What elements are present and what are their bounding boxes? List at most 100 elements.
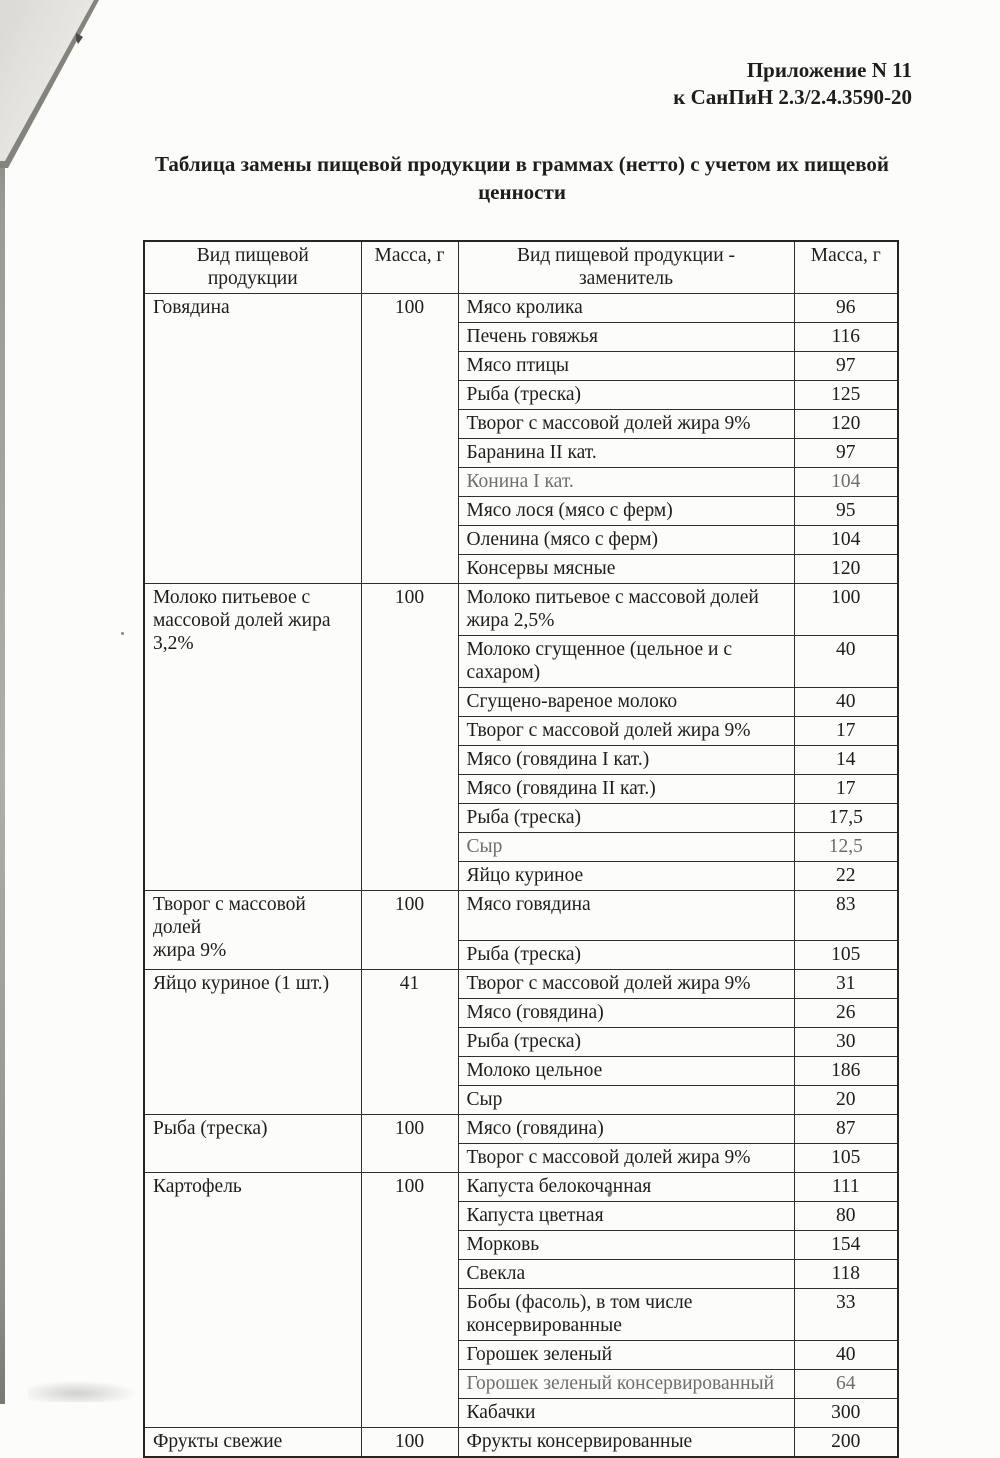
product-mass-cell: 100: [360, 293, 459, 584]
appendix-regulation: к СанПиН 2.3/2.4.3590-20: [673, 85, 912, 109]
scanned-page: Приложение N 11 к СанПиН 2.3/2.4.3590-20…: [0, 0, 912, 1458]
substitute-mass-cell: 20: [793, 1085, 899, 1115]
table-row: Рыба (треска) 125: [144, 380, 899, 410]
table-row: Рыба (треска) 30: [144, 1027, 899, 1057]
substitute-mass-cell: 17: [793, 716, 899, 746]
substitute-mass-cell: 118: [793, 1259, 899, 1289]
scan-smudge-artifact: [28, 1380, 138, 1402]
substitute-mass-cell: 40: [793, 635, 899, 688]
table-row: Горошек зеленый 40: [144, 1340, 899, 1370]
product-name-cell: Творог с массовой долей жира 9%: [143, 890, 362, 970]
substitute-name-cell: Творог с массовой долей жира 9%: [457, 716, 795, 746]
substitute-mass-cell: 116: [793, 322, 899, 352]
substitute-name-cell: Фрукты консервированные: [457, 1427, 795, 1458]
table-row: Рыба (треска) 17,5: [144, 803, 899, 833]
substitute-mass-cell: 120: [793, 409, 899, 439]
table-row: Мясо лося (мясо с ферм) 95: [144, 496, 899, 526]
substitute-name-cell: Творог с массовой долей жира 9%: [457, 1143, 795, 1173]
substitute-name-cell: Рыба (треска): [457, 940, 795, 970]
table-row: Молоко цельное 186: [144, 1056, 899, 1086]
product-name-cell: Яйцо куриное (1 шт.): [143, 969, 362, 1115]
substitute-mass-cell: 83: [793, 890, 899, 941]
substitute-name-cell: Рыба (треска): [457, 803, 795, 833]
product-mass-cell: 100: [360, 890, 459, 970]
substitute-name-cell: Яйцо куриное: [457, 861, 795, 891]
column-header-substitute: Вид пищевой продукции - заменитель: [457, 240, 795, 294]
scan-edge-artifact: [0, 0, 5, 1404]
table-row: Говядина 100 Мясо кролика 96: [143, 293, 899, 584]
table-row: Творог с массовой долей жира 9% 100 Мясо г…: [143, 890, 899, 970]
product-mass-cell: 100: [360, 1114, 459, 1173]
table-row: Бобы (фасоль), в том числе консервирован…: [144, 1288, 899, 1341]
substitute-mass-cell: 80: [793, 1201, 899, 1231]
substitute-mass-cell: 105: [793, 1143, 899, 1173]
table-header-row: Вид пищевой продукции Масса, г Вид пищев…: [143, 240, 899, 294]
corner-fold-notch: [76, 33, 83, 44]
table-row: Мясо (говядина I кат.) 14: [144, 745, 899, 775]
substitute-name-cell: Мясо говядина: [457, 890, 795, 941]
product-mass-cell: 100: [360, 583, 459, 891]
table-row: Рыба (треска) 105: [144, 940, 899, 970]
substitute-name-cell: Свекла: [457, 1259, 795, 1289]
substitute-name-cell: Мясо (говядина I кат.): [457, 745, 795, 775]
substitute-name-cell: Сыр: [457, 1085, 795, 1115]
substitute-name-cell: Горошек зеленый: [457, 1340, 795, 1370]
table-row: Сыр 12,5: [144, 832, 899, 862]
table-row: Творог с массовой долей жира 9% 120: [144, 409, 899, 439]
product-name-cell: Фрукты свежие: [143, 1427, 362, 1458]
substitute-name-cell: Мясо (говядина II кат.): [457, 774, 795, 804]
substitute-mass-cell: 105: [793, 940, 899, 970]
substitute-name-cell: Рыба (треска): [457, 380, 795, 410]
substitution-table: Вид пищевой продукции Масса, г Вид пищев…: [143, 240, 899, 1458]
table-row: Конина I кат. 104: [144, 467, 899, 497]
table-row: Мясо (говядина) 26: [144, 998, 899, 1028]
product-mass-cell: 100: [360, 1172, 459, 1428]
substitute-mass-cell: 104: [793, 467, 899, 497]
substitute-mass-cell: 97: [793, 351, 899, 381]
table-row: Оленина (мясо с ферм) 104: [144, 525, 899, 555]
substitute-name-cell: Баранина II кат.: [457, 438, 795, 468]
substitute-mass-cell: 97: [793, 438, 899, 468]
table-row: Капуста цветная 80: [144, 1201, 899, 1231]
table-row: Баранина II кат. 97: [144, 438, 899, 468]
substitute-mass-cell: 200: [793, 1427, 899, 1458]
substitute-name-cell: Печень говяжья: [457, 322, 795, 352]
substitute-mass-cell: 95: [793, 496, 899, 526]
substitute-mass-cell: 22: [793, 861, 899, 891]
substitute-mass-cell: 26: [793, 998, 899, 1028]
table-row: Мясо птицы 97: [144, 351, 899, 381]
substitute-mass-cell: 12,5: [793, 832, 899, 862]
substitute-name-cell: Молоко цельное: [457, 1056, 795, 1086]
table-row: Яйцо куриное (1 шт.) 41 Творог с массовой …: [143, 969, 899, 1115]
substitute-mass-cell: 154: [793, 1230, 899, 1260]
substitute-mass-cell: 104: [793, 525, 899, 555]
substitute-mass-cell: 31: [793, 969, 899, 999]
substitute-mass-cell: 17: [793, 774, 899, 804]
substitute-name-cell: Капуста цветная: [457, 1201, 795, 1231]
product-mass-cell: 100: [360, 1427, 459, 1458]
substitute-name-cell: Рыба (треска): [457, 1027, 795, 1057]
table-row: Свекла 118: [144, 1259, 899, 1289]
product-name-cell: Молоко питьевое с массовой долей жира 3,…: [143, 583, 362, 891]
table-row: Рыба (треска) 100 Мясо (говядина) 87: [143, 1114, 899, 1173]
substitute-name-cell: Мясо птицы: [457, 351, 795, 381]
product-name-cell: Картофель: [143, 1172, 362, 1428]
substitute-mass-cell: 40: [793, 1340, 899, 1370]
substitute-name-cell: Сыр: [457, 832, 795, 862]
table-row: Картофель 100 Капуста белокочанная 111: [143, 1172, 899, 1428]
substitute-mass-cell: 100: [793, 583, 899, 636]
document-title: Таблица замены пищевой продукции в грамм…: [154, 152, 890, 204]
substitute-mass-cell: 40: [793, 687, 899, 717]
substitute-name-cell: Мясо (говядина): [457, 998, 795, 1028]
substitute-name-cell: Конина I кат.: [457, 467, 795, 497]
substitute-mass-cell: 64: [793, 1369, 899, 1399]
substitute-mass-cell: 120: [793, 554, 899, 584]
scan-speck: [121, 632, 124, 635]
substitute-name-cell: Кабачки: [457, 1398, 795, 1428]
substitute-name-cell: Горошек зеленый консервированный: [457, 1369, 795, 1399]
substitute-mass-cell: 125: [793, 380, 899, 410]
substitute-name-cell: Сгущено-вареное молоко: [457, 687, 795, 717]
product-name-cell: Говядина: [143, 293, 362, 584]
substitute-name-cell: Бобы (фасоль), в том числе консервирован…: [457, 1288, 795, 1341]
substitute-name-cell: Творог с массовой долей жира 9%: [457, 969, 795, 999]
